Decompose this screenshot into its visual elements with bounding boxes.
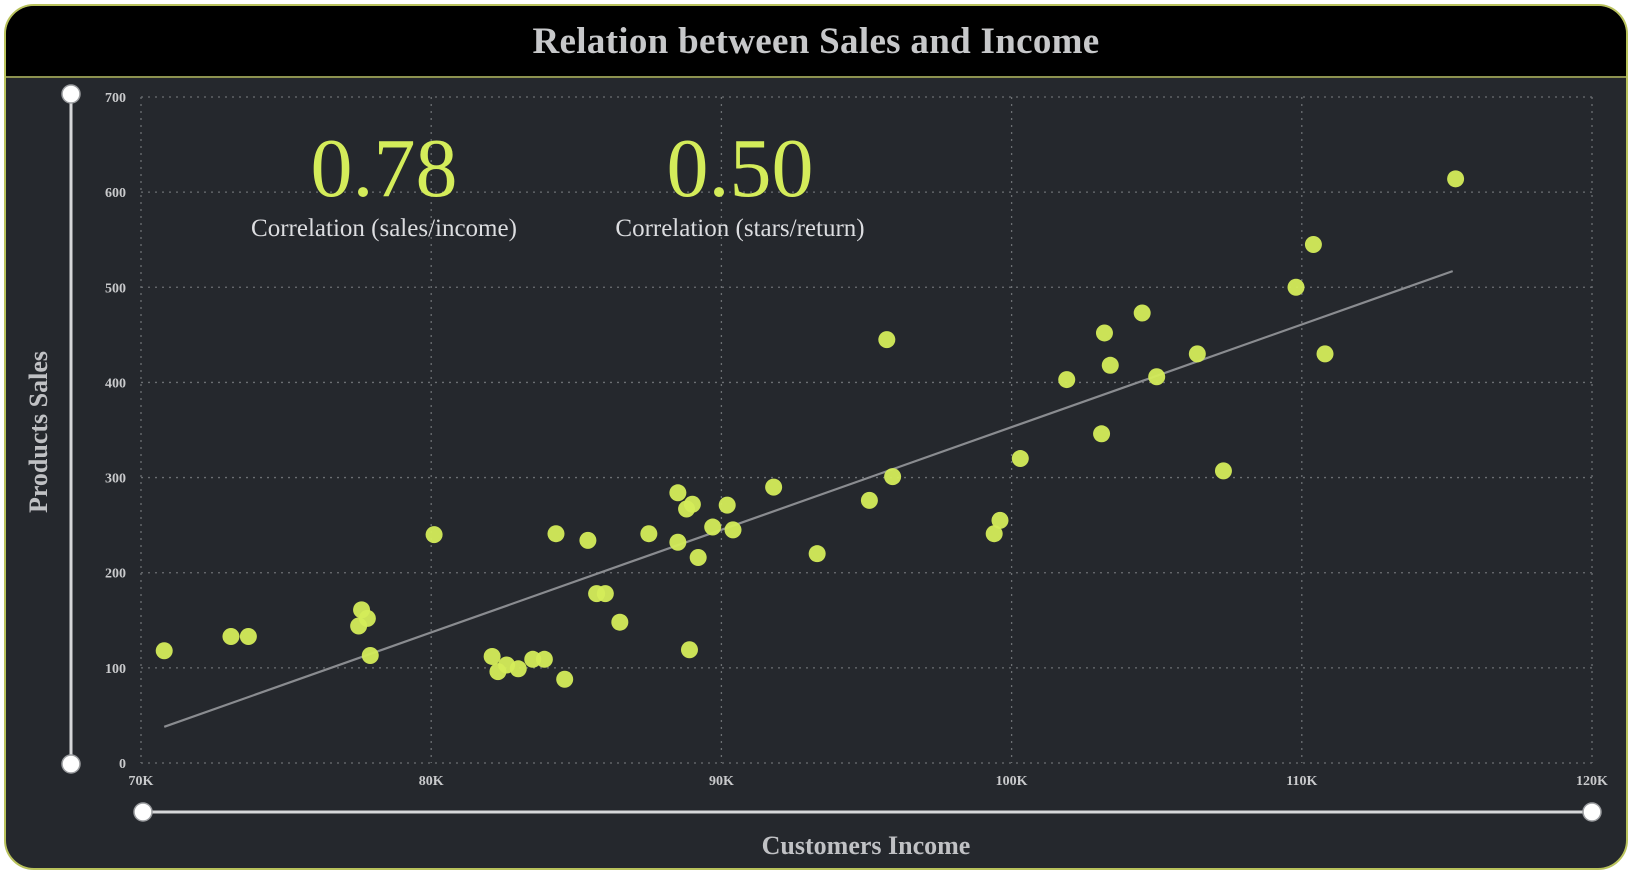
x-tick-label: 120K: [1576, 774, 1608, 789]
data-point[interactable]: [640, 525, 658, 543]
data-point[interactable]: [683, 495, 701, 513]
data-point[interactable]: [860, 491, 878, 509]
x-tick-label: 90K: [709, 774, 734, 789]
data-point[interactable]: [483, 647, 501, 665]
data-point[interactable]: [808, 545, 826, 563]
data-point[interactable]: [222, 627, 240, 645]
data-point[interactable]: [991, 511, 1009, 529]
data-point[interactable]: [704, 518, 722, 536]
x-axis-title: Customers Income: [762, 831, 971, 860]
data-point[interactable]: [155, 642, 173, 660]
y-tick-label: 600: [105, 186, 126, 201]
data-point[interactable]: [1011, 450, 1029, 468]
data-points: [155, 170, 1465, 688]
x-tick-label: 70K: [129, 774, 154, 789]
grid: [140, 96, 1593, 764]
data-point[interactable]: [878, 331, 896, 349]
chart-panel: Relation between Sales and Income: [4, 4, 1628, 870]
y-range-slider-handle-max[interactable]: [61, 84, 81, 104]
kpi-label: Correlation (stars/return): [615, 215, 864, 242]
y-tick-label: 500: [105, 281, 126, 296]
data-point[interactable]: [718, 496, 736, 514]
data-point[interactable]: [680, 641, 698, 659]
y-tick-label: 300: [105, 472, 126, 487]
data-point[interactable]: [884, 468, 902, 486]
x-tick-label: 110K: [1286, 774, 1317, 789]
x-tick-label: 100K: [996, 774, 1028, 789]
trendline-layer: [163, 270, 1454, 728]
y-tick-label: 100: [105, 662, 126, 677]
data-point[interactable]: [1058, 371, 1076, 389]
y-tick-label: 700: [105, 91, 126, 106]
data-point[interactable]: [689, 548, 707, 566]
data-point[interactable]: [765, 478, 783, 496]
x-range-slider-handle-min[interactable]: [133, 802, 153, 822]
data-point[interactable]: [358, 609, 376, 627]
y-range-slider-handle-min[interactable]: [61, 754, 81, 774]
y-tick-label: 0: [119, 757, 126, 772]
y-tick-label: 400: [105, 376, 126, 391]
data-point[interactable]: [611, 613, 629, 631]
data-point[interactable]: [1287, 278, 1305, 296]
data-point[interactable]: [1188, 345, 1206, 363]
kpi-label: Correlation (sales/income): [251, 215, 517, 242]
data-point[interactable]: [1304, 235, 1322, 253]
data-point[interactable]: [547, 525, 565, 543]
data-point[interactable]: [1214, 462, 1232, 480]
data-point[interactable]: [239, 627, 257, 645]
data-point[interactable]: [1316, 345, 1334, 363]
data-point[interactable]: [535, 650, 553, 668]
data-point[interactable]: [1093, 425, 1111, 443]
data-point[interactable]: [579, 531, 597, 549]
title-bar: Relation between Sales and Income: [6, 6, 1626, 78]
data-point[interactable]: [596, 585, 614, 603]
x-range-slider-handle-max[interactable]: [1582, 802, 1602, 822]
data-point[interactable]: [724, 521, 742, 539]
data-point[interactable]: [1095, 324, 1113, 342]
y-axis-title: Products Sales: [24, 351, 53, 513]
data-point[interactable]: [361, 646, 379, 664]
chart-title: Relation between Sales and Income: [532, 20, 1100, 62]
trendline: [163, 270, 1454, 728]
data-point[interactable]: [669, 484, 687, 502]
data-point[interactable]: [1133, 304, 1151, 322]
kpi-value: 0.50: [667, 122, 814, 215]
axis-ticks: 0 100 200 300 400 500 600 700 70K 80K 90K 100K 110K 1…: [105, 91, 1608, 789]
data-point[interactable]: [425, 526, 443, 544]
x-tick-label: 80K: [419, 774, 444, 789]
kpi-value: 0.78: [311, 122, 458, 215]
data-point[interactable]: [556, 670, 574, 688]
range-sliders: [61, 84, 1602, 822]
data-point[interactable]: [1447, 170, 1465, 188]
y-tick-label: 200: [105, 567, 126, 582]
data-point[interactable]: [1101, 356, 1119, 374]
data-point[interactable]: [669, 533, 687, 551]
data-point[interactable]: [985, 525, 1003, 543]
data-point[interactable]: [509, 660, 527, 678]
data-point[interactable]: [1148, 368, 1166, 386]
